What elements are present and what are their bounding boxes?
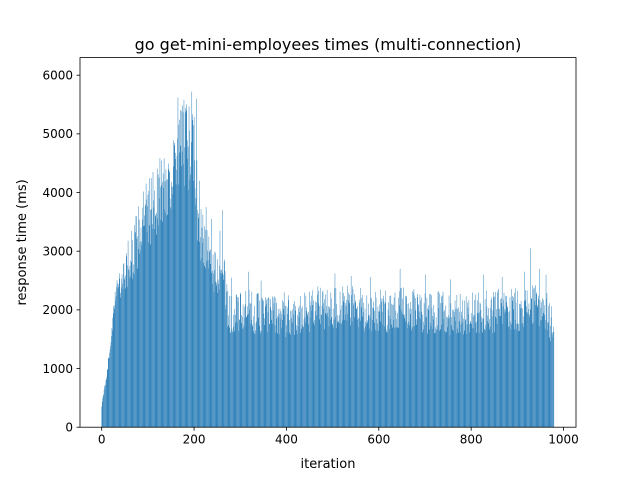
x-tick-label: 600 xyxy=(367,433,390,447)
x-tick-label: 400 xyxy=(275,433,298,447)
y-tick-label: 0 xyxy=(65,421,73,435)
x-tick-label: 800 xyxy=(460,433,483,447)
x-tick-label: 200 xyxy=(183,433,206,447)
y-tick-label: 4000 xyxy=(42,186,73,200)
y-tick-label: 5000 xyxy=(42,127,73,141)
y-tick-label: 1000 xyxy=(42,362,73,376)
y-tick-label: 2000 xyxy=(42,303,73,317)
y-axis-label: response time (ms) xyxy=(15,179,30,305)
x-axis-label: iteration xyxy=(301,457,356,472)
x-tick-label: 1000 xyxy=(548,433,579,447)
y-tick-label: 6000 xyxy=(42,69,73,83)
y-tick-label: 3000 xyxy=(42,245,73,259)
x-tick-label: 0 xyxy=(98,433,106,447)
chart-title: go get-mini-employees times (multi-conne… xyxy=(135,35,522,54)
